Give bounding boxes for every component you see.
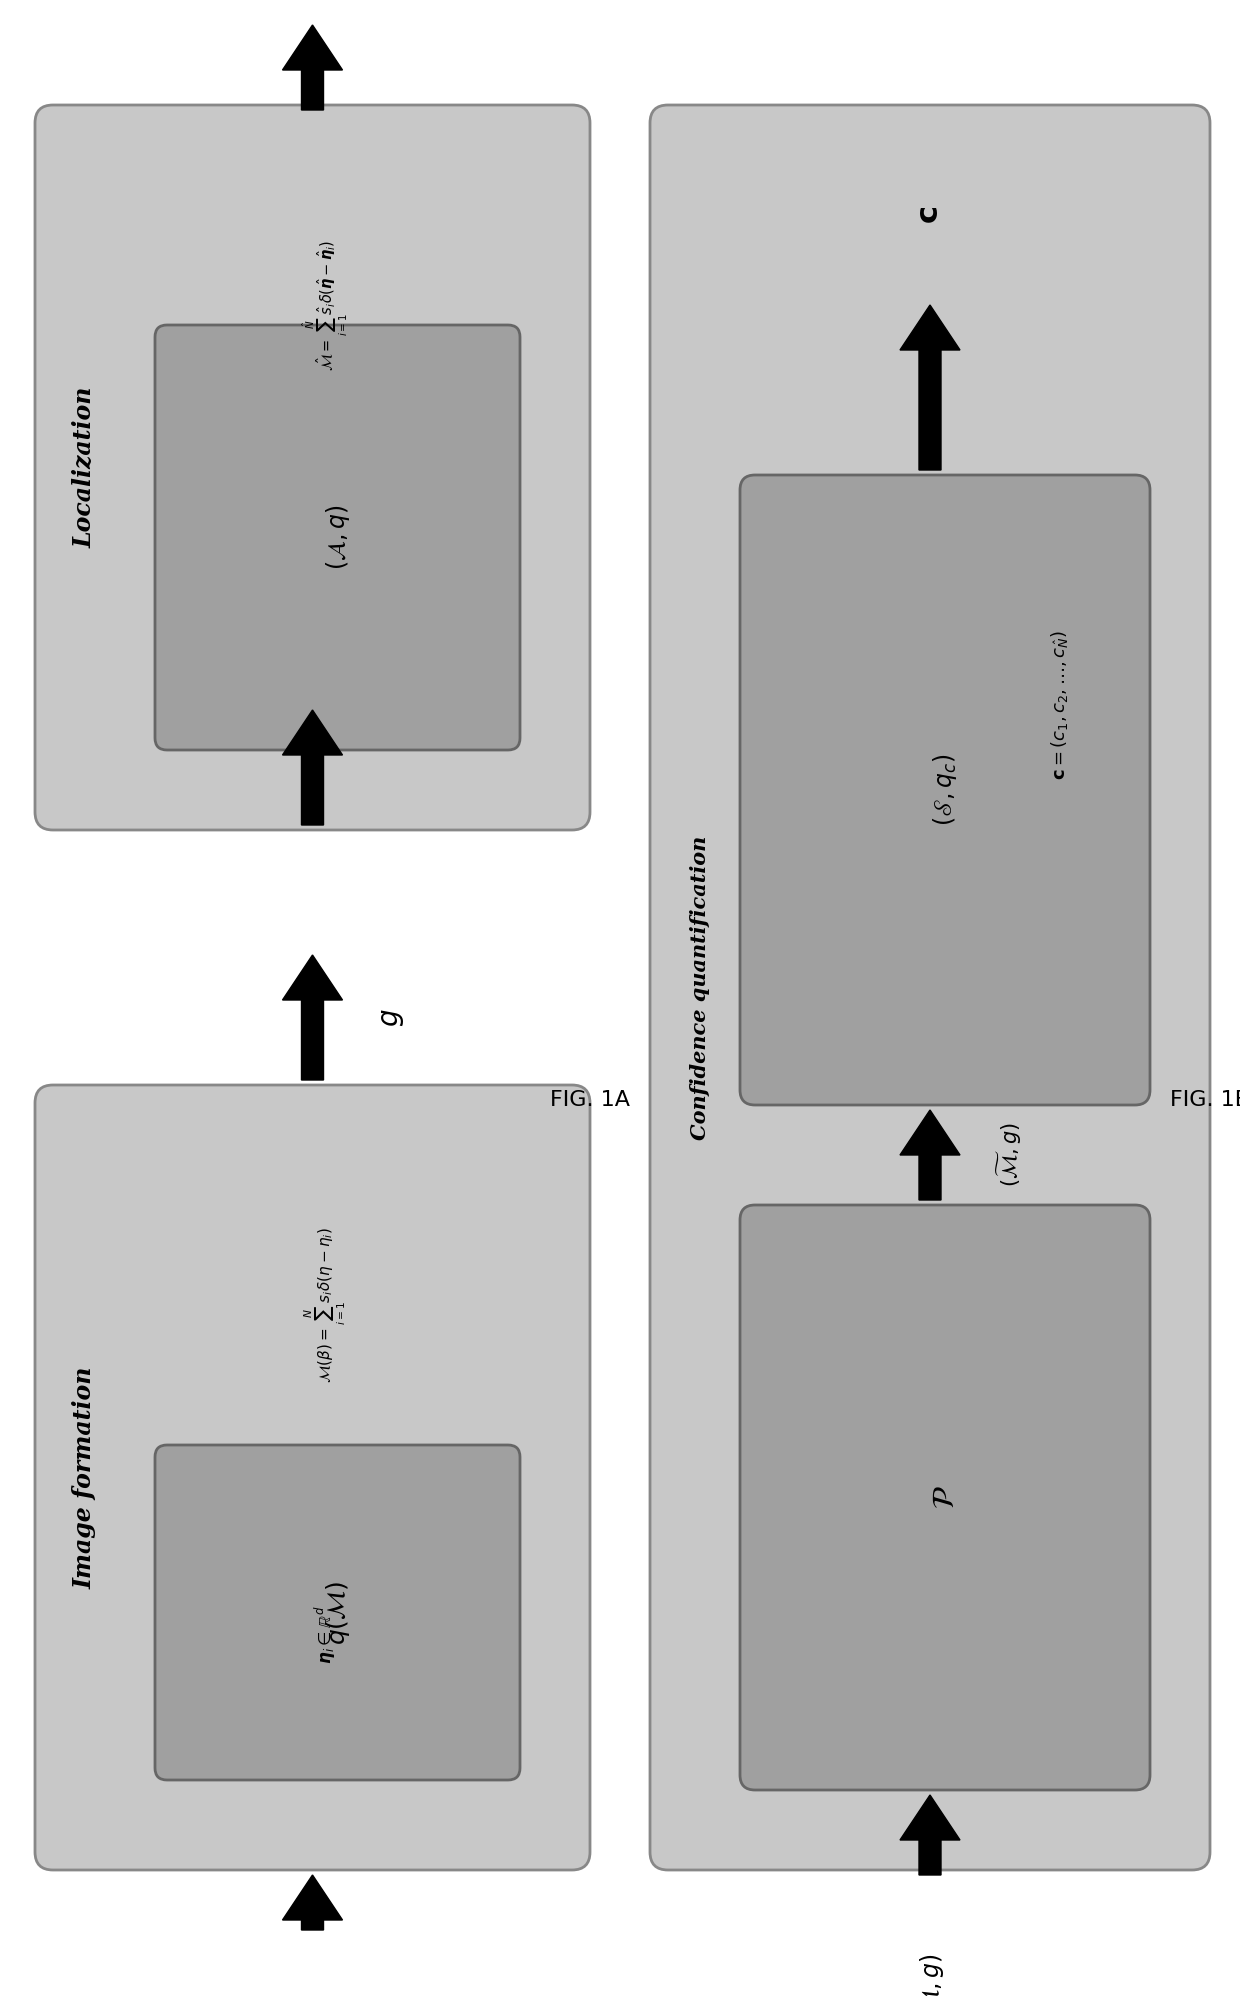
Text: $g$: $g$ [379, 1008, 405, 1026]
FancyArrow shape [900, 1794, 960, 1874]
FancyArrow shape [900, 1110, 960, 1200]
FancyArrow shape [283, 711, 342, 824]
FancyBboxPatch shape [155, 325, 520, 750]
FancyArrow shape [283, 1874, 342, 1930]
Text: FIG. 1B: FIG. 1B [1171, 1090, 1240, 1110]
Text: Localization: Localization [73, 387, 97, 549]
FancyBboxPatch shape [35, 1086, 590, 1870]
Text: $(\mathcal{A}, q)$: $(\mathcal{A}, q)$ [324, 505, 351, 571]
FancyBboxPatch shape [155, 1445, 520, 1780]
Text: $\mathbf{c} = (c_1, c_2, \ldots, c_{\hat{N}})$: $\mathbf{c} = (c_1, c_2, \ldots, c_{\hat… [1049, 631, 1070, 780]
Text: $(\mathscr{S}, q_c)$: $(\mathscr{S}, q_c)$ [931, 754, 959, 826]
Text: $\mathcal{M}(\beta) = \sum_{i=1}^{N} s_i \delta(\eta - \eta_i)$: $\mathcal{M}(\beta) = \sum_{i=1}^{N} s_i… [303, 1228, 347, 1383]
Text: $\hat{\mathcal{M}} = \sum_{i=1}^{\hat{N}} \hat{s}_i \delta(\hat{\boldsymbol{\eta: $\hat{\mathcal{M}} = \sum_{i=1}^{\hat{N}… [300, 240, 350, 371]
FancyArrow shape [283, 954, 342, 1080]
Text: FIG. 1A: FIG. 1A [551, 1090, 630, 1110]
Text: $q(\mathcal{M})$: $q(\mathcal{M})$ [324, 1581, 351, 1645]
FancyBboxPatch shape [650, 106, 1210, 1870]
FancyBboxPatch shape [740, 1206, 1149, 1790]
Text: Confidence quantification: Confidence quantification [689, 836, 711, 1140]
Text: $\boldsymbol{\eta}_i \in \mathbb{R}^d$: $\boldsymbol{\eta}_i \in \mathbb{R}^d$ [312, 1605, 337, 1665]
Text: $(\hat{\mathcal{M}}, g)$: $(\hat{\mathcal{M}}, g)$ [913, 1954, 947, 1996]
Text: Image formation: Image formation [73, 1367, 97, 1589]
Text: $(\widetilde{\mathcal{M}}, g)$: $(\widetilde{\mathcal{M}}, g)$ [996, 1122, 1024, 1188]
Text: $\mathcal{P}$: $\mathcal{P}$ [930, 1485, 961, 1509]
FancyArrow shape [900, 305, 960, 469]
FancyBboxPatch shape [740, 475, 1149, 1106]
FancyBboxPatch shape [35, 106, 590, 830]
FancyArrow shape [283, 26, 342, 110]
Text: $\mathbf{c}$: $\mathbf{c}$ [915, 206, 945, 224]
